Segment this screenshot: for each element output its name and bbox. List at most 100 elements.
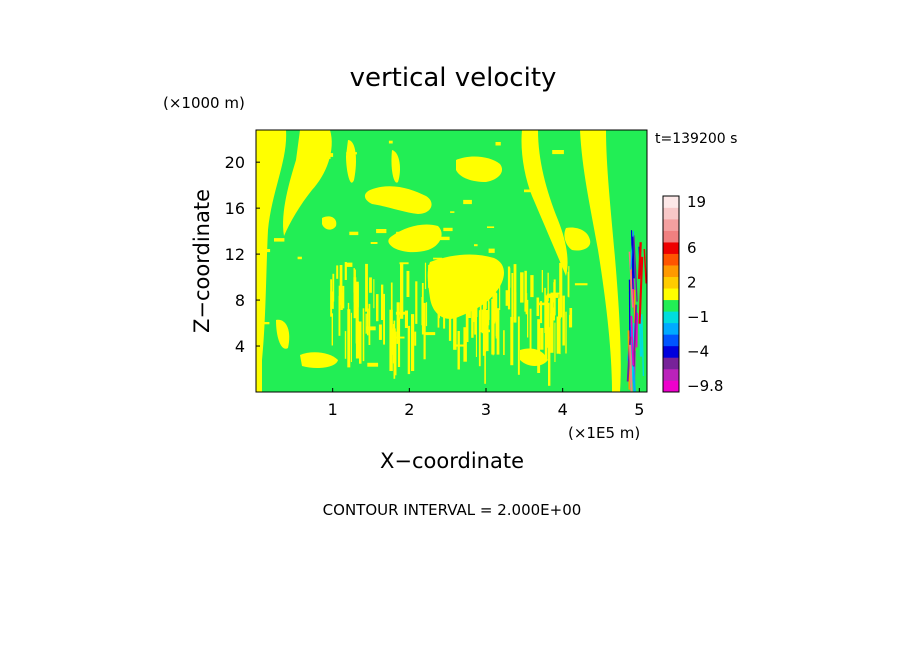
x-tick-label: 1 xyxy=(328,400,338,419)
speckle-mark xyxy=(381,189,389,193)
streak-mark xyxy=(463,327,467,362)
streak-mark xyxy=(544,287,546,333)
streak-mark xyxy=(508,268,511,288)
colorbar-swatch xyxy=(663,242,679,254)
speckle-mark xyxy=(328,153,334,157)
speckle-mark xyxy=(300,178,312,182)
speckle-mark xyxy=(439,236,450,241)
speckle-mark xyxy=(537,302,550,306)
streak-mark xyxy=(491,299,495,355)
edge-streak xyxy=(630,230,634,290)
streak-mark xyxy=(475,315,477,357)
streak-mark xyxy=(339,265,343,295)
colorbar-swatch xyxy=(663,230,679,243)
streak-mark xyxy=(397,317,401,367)
streak-mark xyxy=(478,310,481,367)
colorbar-swatch xyxy=(663,322,679,335)
streak-mark xyxy=(462,282,466,304)
time-label: t=139200 s xyxy=(655,131,737,147)
streak-mark xyxy=(355,281,359,344)
streak-mark xyxy=(471,309,474,338)
colorbar-label: 2 xyxy=(687,274,697,292)
speckle-mark xyxy=(524,189,533,193)
streak-mark xyxy=(487,270,490,326)
speckle-mark xyxy=(367,362,379,367)
positive-velocity-patch xyxy=(283,130,332,236)
streak-mark xyxy=(483,266,487,309)
streak-mark xyxy=(340,292,343,310)
streak-mark xyxy=(465,310,469,342)
colorbar-swatch xyxy=(663,219,679,231)
colorbar-swatch xyxy=(663,265,679,278)
streak-mark xyxy=(567,271,569,297)
colorbar-label: −9.8 xyxy=(687,377,723,395)
streak-mark xyxy=(492,284,496,322)
speckle-mark xyxy=(433,257,443,260)
x-axis-ticks: 1 2 3 4 5 xyxy=(328,388,644,419)
positive-velocity-patch xyxy=(364,186,432,214)
positive-velocity-patch xyxy=(276,319,290,349)
speckle-mark xyxy=(395,311,408,315)
streak-mark xyxy=(378,324,382,340)
streak-mark xyxy=(407,325,411,375)
streak-mark xyxy=(393,320,396,379)
streak-mark xyxy=(411,314,415,371)
edge-streak xyxy=(633,235,638,302)
speckle-mark xyxy=(297,256,302,260)
speckle-mark xyxy=(450,211,455,213)
y-tick-label: 20 xyxy=(225,153,245,172)
speckle-mark xyxy=(454,344,466,347)
colorbar-swatch xyxy=(663,253,679,266)
streak-mark xyxy=(496,308,500,355)
streak-mark xyxy=(547,272,549,302)
streak-mark xyxy=(376,294,379,322)
streak-mark xyxy=(546,303,550,348)
streak-mark xyxy=(338,285,342,306)
streak-mark xyxy=(457,331,460,370)
positive-velocity-patch xyxy=(520,348,548,366)
chart-title: vertical velocity xyxy=(350,63,557,93)
colorbar-labels: 19 6 2 −1 −4 −9.8 xyxy=(687,193,723,395)
y-tick-label: 4 xyxy=(235,337,245,356)
edge-wave-streaks xyxy=(626,230,647,393)
edge-streak xyxy=(637,242,642,279)
streak-mark xyxy=(365,263,368,312)
speckle-mark xyxy=(443,227,453,232)
colorbar-swatch xyxy=(663,299,679,312)
contour-interval-note: CONTOUR INTERVAL = 2.000E+00 xyxy=(323,501,582,519)
streak-mark xyxy=(503,330,505,355)
edge-streak xyxy=(638,317,643,357)
edge-streak xyxy=(638,256,644,324)
colorbar-swatch xyxy=(663,334,679,347)
streak-mark xyxy=(354,269,356,282)
streak-mark xyxy=(539,301,543,324)
streak-mark xyxy=(344,331,347,359)
streak-mark xyxy=(492,328,494,356)
streak-mark xyxy=(536,297,540,316)
streak-mark xyxy=(423,302,426,360)
streak-mark xyxy=(367,308,369,336)
speckle-mark xyxy=(376,229,387,234)
streak-mark xyxy=(540,328,544,350)
speckle-mark xyxy=(574,283,588,286)
streak-mark xyxy=(529,308,532,355)
edge-streak xyxy=(632,304,638,367)
positive-velocity-patch xyxy=(456,156,503,182)
edge-streak xyxy=(630,315,634,366)
streak-mark xyxy=(558,298,561,319)
edge-streak xyxy=(643,248,647,284)
colorbar-label: −4 xyxy=(687,343,709,361)
colorbar-swatch xyxy=(663,311,679,324)
streak-mark xyxy=(400,262,404,319)
streak-mark xyxy=(520,272,524,303)
speckle-mark xyxy=(584,170,596,174)
streak-mark xyxy=(554,322,556,362)
speckle-mark xyxy=(326,156,331,159)
streak-mark xyxy=(373,279,375,309)
speckle-mark xyxy=(370,242,378,244)
colorbar-swatch xyxy=(663,357,679,370)
streak-mark xyxy=(344,262,347,280)
streak-mark xyxy=(353,289,357,319)
streak-mark xyxy=(505,290,509,306)
